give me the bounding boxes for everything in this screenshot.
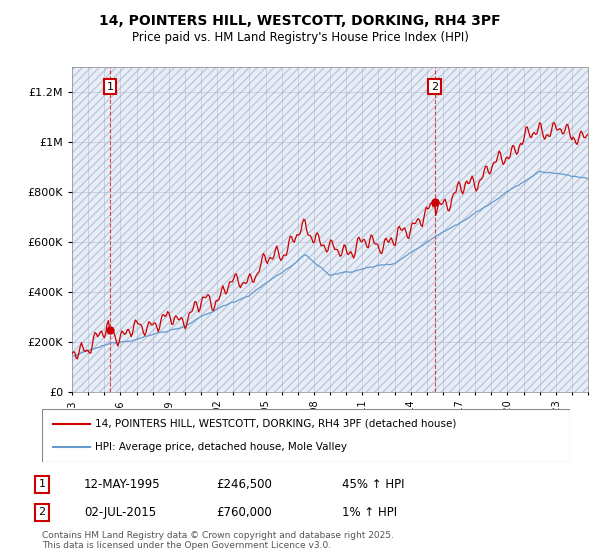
FancyBboxPatch shape (42, 409, 570, 462)
Text: HPI: Average price, detached house, Mole Valley: HPI: Average price, detached house, Mole… (95, 442, 347, 452)
Text: 1% ↑ HPI: 1% ↑ HPI (342, 506, 397, 519)
Text: 14, POINTERS HILL, WESTCOTT, DORKING, RH4 3PF: 14, POINTERS HILL, WESTCOTT, DORKING, RH… (99, 14, 501, 28)
Text: Price paid vs. HM Land Registry's House Price Index (HPI): Price paid vs. HM Land Registry's House … (131, 31, 469, 44)
Text: 12-MAY-1995: 12-MAY-1995 (84, 478, 161, 491)
Text: 14, POINTERS HILL, WESTCOTT, DORKING, RH4 3PF (detached house): 14, POINTERS HILL, WESTCOTT, DORKING, RH… (95, 419, 456, 429)
Text: £760,000: £760,000 (216, 506, 272, 519)
Text: 2: 2 (38, 507, 46, 517)
Text: 2: 2 (431, 82, 439, 92)
Text: £246,500: £246,500 (216, 478, 272, 491)
Text: 1: 1 (107, 82, 114, 92)
Text: Contains HM Land Registry data © Crown copyright and database right 2025.
This d: Contains HM Land Registry data © Crown c… (42, 530, 394, 550)
Text: 02-JUL-2015: 02-JUL-2015 (84, 506, 156, 519)
Text: 1: 1 (38, 479, 46, 489)
Text: 45% ↑ HPI: 45% ↑ HPI (342, 478, 404, 491)
